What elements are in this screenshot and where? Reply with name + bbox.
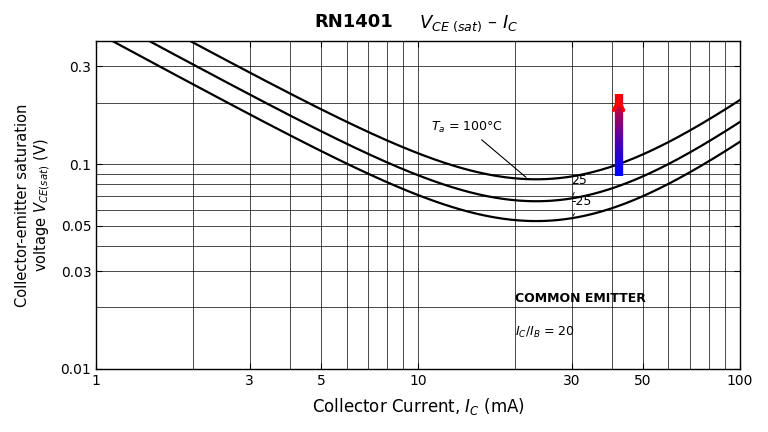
Y-axis label: Collector-emitter saturation
voltage $V_{CE(sat)}$ (V): Collector-emitter saturation voltage $V_… [15, 103, 52, 307]
X-axis label: Collector Current, $I_C$ (mA): Collector Current, $I_C$ (mA) [312, 396, 525, 417]
Text: $V_{CE\ (sat)}$ – $I_C$: $V_{CE\ (sat)}$ – $I_C$ [419, 13, 518, 34]
Text: COMMON EMITTER: COMMON EMITTER [515, 292, 646, 305]
Text: -25: -25 [571, 195, 592, 216]
Text: $T_a$ = 100°C: $T_a$ = 100°C [432, 120, 526, 178]
Text: 25: 25 [571, 174, 588, 196]
Text: $I_C/I_B$ = 20: $I_C/I_B$ = 20 [515, 325, 574, 340]
Text: RN1401: RN1401 [314, 13, 392, 31]
